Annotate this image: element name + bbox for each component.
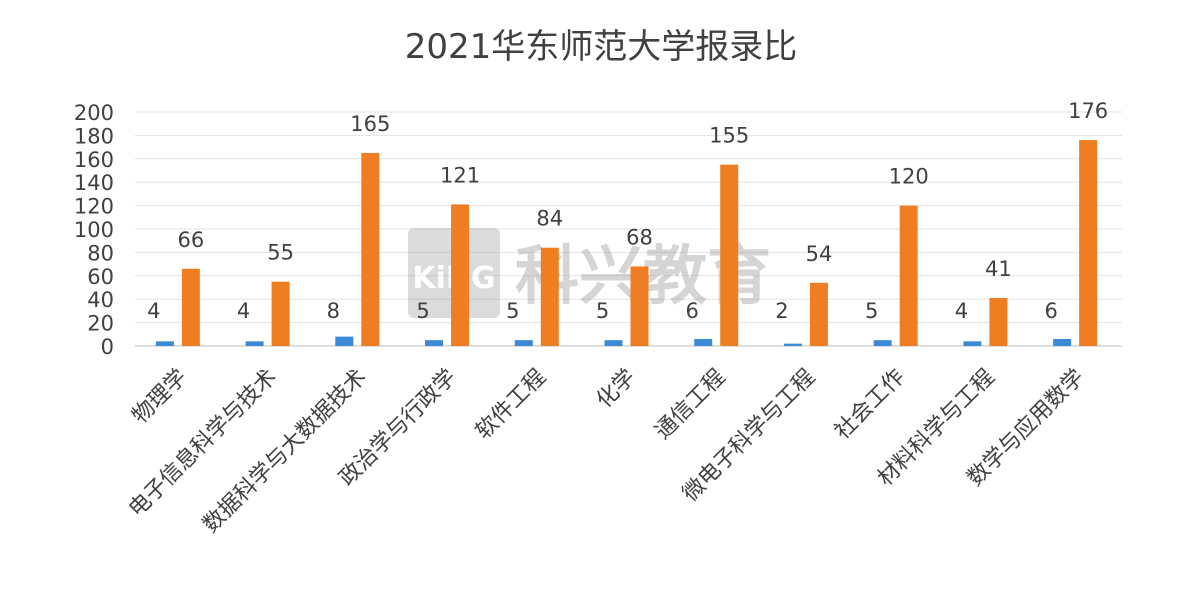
bar	[720, 164, 739, 346]
data-label: 55	[267, 241, 294, 265]
y-tick-label: 180	[74, 124, 114, 148]
bar	[899, 205, 918, 346]
y-tick-label: 120	[74, 195, 114, 219]
data-label: 5	[596, 299, 609, 323]
y-tick-label: 200	[74, 101, 114, 125]
data-label: 41	[985, 257, 1012, 281]
x-tick-label: 数据科学与大数据技术	[198, 365, 371, 538]
bar	[271, 281, 290, 346]
y-tick-label: 80	[87, 241, 114, 265]
y-tick-label: 0	[101, 335, 114, 359]
data-label: 6	[1044, 299, 1057, 323]
data-label: 5	[416, 299, 429, 323]
data-label: 66	[177, 228, 204, 252]
gridlines	[135, 111, 1122, 347]
data-label: 84	[536, 207, 563, 231]
chart-title: 2021华东师范大学报录比	[405, 27, 798, 67]
bar	[1053, 338, 1072, 346]
y-tick-label: 20	[87, 312, 114, 336]
bar	[425, 340, 444, 346]
x-tick-label: 化学	[592, 365, 641, 414]
bar	[181, 268, 200, 346]
bar	[604, 340, 623, 346]
y-tick-label: 60	[87, 265, 114, 289]
data-label: 5	[506, 299, 519, 323]
x-tick-label: 社会工作	[830, 365, 910, 445]
bar	[694, 338, 713, 346]
data-label: 6	[686, 299, 699, 323]
bar	[155, 341, 174, 346]
bar	[783, 343, 802, 346]
data-label: 5	[865, 299, 878, 323]
bar	[809, 282, 828, 346]
y-tick-label: 160	[74, 148, 114, 172]
y-tick-label: 40	[87, 288, 114, 312]
bar	[630, 266, 649, 346]
data-label: 4	[237, 299, 250, 323]
bar	[514, 340, 533, 346]
bar	[1079, 140, 1098, 346]
bar	[451, 204, 470, 346]
data-label: 2	[775, 299, 788, 323]
y-tick-label: 100	[74, 218, 114, 242]
data-label: 176	[1068, 99, 1108, 123]
x-tick-label: 通信工程	[651, 365, 731, 445]
data-labels: 4 66 4 55 8 165 5 121 5 84 5 68 6 155 2 54 5 120 4 41 6 176	[147, 99, 1108, 323]
x-tick-label: 电子信息科学与技术	[124, 365, 282, 523]
x-tick-label: 物理学	[128, 365, 192, 429]
data-label: 165	[350, 112, 390, 136]
x-tick-label: 软件工程	[471, 365, 551, 445]
data-label: 68	[626, 225, 653, 249]
data-label: 54	[806, 242, 833, 266]
data-label: 8	[327, 299, 340, 323]
bar	[540, 247, 559, 346]
y-tick-label: 140	[74, 171, 114, 195]
bar	[245, 341, 264, 346]
data-label: 4	[147, 299, 160, 323]
bar	[873, 340, 892, 346]
bar	[335, 336, 354, 346]
bar	[963, 341, 982, 346]
bar	[361, 152, 380, 346]
data-label: 120	[889, 165, 929, 189]
bars	[155, 140, 1098, 346]
data-label: 4	[955, 299, 968, 323]
bar	[989, 298, 1008, 346]
data-label: 155	[709, 124, 749, 148]
data-label: 121	[440, 163, 480, 187]
